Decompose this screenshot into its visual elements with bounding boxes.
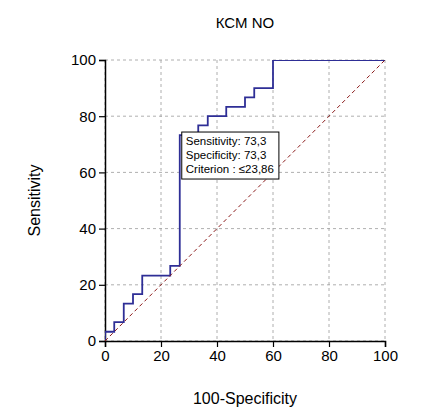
- axis-line: [106, 342, 386, 348]
- chart: 0 20 40 60 80 100 0 20 40 60 80 100 КСМ NO 100-Specif…: [0, 0, 446, 418]
- tick-label: 80: [321, 347, 338, 364]
- grid-line-x: [329, 60, 330, 341]
- x-axis: 0 20 40 60 80 100: [101, 341, 398, 364]
- annotation-text: Specificity: 73,3: [186, 149, 267, 161]
- series-line: [105, 60, 385, 341]
- y-axis-title: Sensitivity: [26, 164, 43, 236]
- tick: 60: [79, 164, 105, 181]
- tick-mark: [99, 172, 105, 173]
- tick: 80: [79, 108, 105, 125]
- tick-label: 20: [79, 276, 96, 293]
- annotation-text: Criterion : ≤23,86: [186, 163, 274, 175]
- tick-label: 0: [88, 332, 96, 349]
- grid-line-x: [161, 60, 162, 341]
- grid-line-x: [273, 60, 274, 341]
- tick: 100: [71, 51, 105, 68]
- tick: 20: [153, 341, 170, 364]
- title: КСМ NO: [216, 14, 274, 31]
- y-axis: 0 20 40 60 80 100: [71, 51, 106, 349]
- tick: 0: [88, 332, 105, 349]
- grid-line-y: [105, 228, 385, 229]
- tick-mark: [99, 285, 105, 286]
- tick-label: 60: [265, 347, 282, 364]
- grid-line-x: [385, 60, 386, 341]
- tick: 0: [101, 341, 109, 364]
- tick-label: 100: [373, 347, 398, 364]
- tick-label: 40: [79, 220, 96, 237]
- tick-label: 0: [101, 347, 109, 364]
- series-line: [105, 60, 385, 341]
- axis-line: [99, 61, 106, 342]
- tick-label: 100: [71, 51, 96, 68]
- tick-mark: [99, 341, 105, 342]
- tick-mark: [99, 116, 105, 117]
- tick-label: 20: [153, 347, 170, 364]
- tick-label: 60: [79, 164, 96, 181]
- grid: [105, 60, 385, 341]
- tick-label: 40: [209, 347, 226, 364]
- tick: 40: [209, 341, 226, 364]
- tick: 80: [321, 341, 338, 364]
- annotation-box: [182, 132, 279, 179]
- tick: 60: [265, 341, 282, 364]
- annotation-text: Sensitivity: 73,3: [186, 135, 267, 147]
- grid-line-x: [217, 60, 218, 341]
- grid-line-y: [105, 116, 385, 117]
- tick: 40: [79, 220, 105, 237]
- annotation: Sensitivity: 73,3 Specificity: 73,3 Criter…: [182, 132, 279, 179]
- tick: 100: [373, 341, 398, 364]
- tick-label: 80: [79, 108, 96, 125]
- plot-area: [105, 60, 385, 341]
- grid-line-y: [105, 284, 385, 285]
- tick: 20: [79, 276, 105, 293]
- tick-mark: [99, 60, 105, 61]
- x-axis-title: 100-Specificity: [193, 390, 297, 407]
- tick-mark: [99, 229, 105, 230]
